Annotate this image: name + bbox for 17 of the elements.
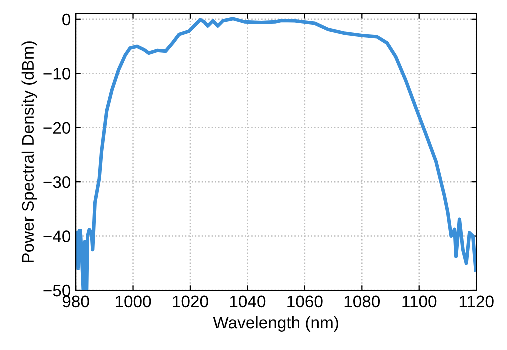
- y-tick-label: −50: [44, 284, 71, 297]
- x-axis-title: Wavelength (nm): [213, 316, 338, 332]
- y-axis-title: Power Spectral Density (dBm): [22, 42, 38, 262]
- y-tick-label: −10: [44, 68, 71, 80]
- x-tick-label: 1020: [173, 296, 208, 308]
- x-tick-label: 1120: [460, 296, 494, 308]
- x-tick-label: 1100: [402, 296, 437, 308]
- x-tick-label: 1080: [344, 296, 380, 308]
- y-tick-label: −30: [44, 176, 71, 188]
- y-tick-label: −20: [44, 122, 71, 134]
- line-series: [76, 17, 477, 290]
- y-tick-label: 0: [62, 14, 71, 26]
- x-tick-label: 1040: [230, 296, 266, 308]
- y-tick-label: −40: [44, 230, 71, 242]
- x-tick-label: 1000: [116, 296, 152, 308]
- x-tick-label: 980: [62, 296, 90, 308]
- x-tick-label: 1060: [288, 296, 323, 308]
